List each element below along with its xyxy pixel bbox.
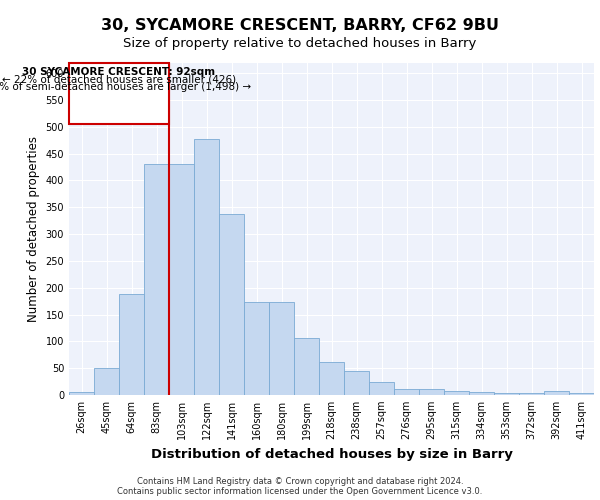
Bar xyxy=(294,338,319,395)
X-axis label: Distribution of detached houses by size in Barry: Distribution of detached houses by size … xyxy=(151,448,512,460)
Bar xyxy=(119,294,144,395)
Text: Size of property relative to detached houses in Barry: Size of property relative to detached ho… xyxy=(124,38,476,51)
Bar xyxy=(219,214,244,395)
Bar xyxy=(444,390,469,395)
Bar xyxy=(144,164,169,395)
Bar xyxy=(69,392,94,395)
Text: 78% of semi-detached houses are larger (1,498) →: 78% of semi-detached houses are larger (… xyxy=(0,82,251,92)
Bar xyxy=(344,371,369,395)
Bar xyxy=(469,392,494,395)
Bar xyxy=(544,391,569,395)
Bar xyxy=(419,388,444,395)
Bar xyxy=(244,302,269,395)
Bar xyxy=(169,164,194,395)
Bar xyxy=(269,302,294,395)
Text: Contains public sector information licensed under the Open Government Licence v3: Contains public sector information licen… xyxy=(118,486,482,496)
Bar xyxy=(319,362,344,395)
Bar xyxy=(69,62,169,124)
Bar xyxy=(394,388,419,395)
Y-axis label: Number of detached properties: Number of detached properties xyxy=(27,136,40,322)
Bar xyxy=(94,368,119,395)
Bar xyxy=(519,394,544,395)
Bar xyxy=(494,394,519,395)
Bar xyxy=(369,382,394,395)
Text: 30, SYCAMORE CRESCENT, BARRY, CF62 9BU: 30, SYCAMORE CRESCENT, BARRY, CF62 9BU xyxy=(101,18,499,32)
Text: 30 SYCAMORE CRESCENT: 92sqm: 30 SYCAMORE CRESCENT: 92sqm xyxy=(22,67,215,77)
Text: ← 22% of detached houses are smaller (426): ← 22% of detached houses are smaller (42… xyxy=(2,74,236,85)
Text: Contains HM Land Registry data © Crown copyright and database right 2024.: Contains HM Land Registry data © Crown c… xyxy=(137,476,463,486)
Bar xyxy=(194,139,219,395)
Bar xyxy=(569,393,594,395)
